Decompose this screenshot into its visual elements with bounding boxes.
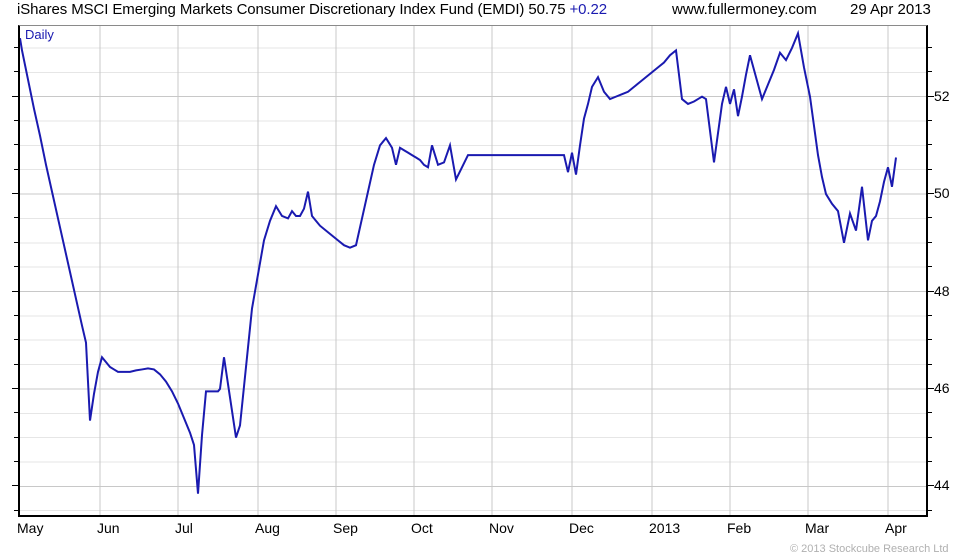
- y-axis-tick-label: 52: [934, 87, 950, 104]
- y-axis-tick-label: 44: [934, 477, 950, 494]
- y-axis-minor-tick-left: [14, 509, 18, 511]
- y-axis-tick: [928, 193, 934, 195]
- y-axis-minor-tick: [928, 168, 932, 170]
- x-axis-labels: May Jun Jul Aug Sep Oct Nov Dec 2013 Feb Mar Apr: [0, 520, 980, 542]
- y-axis-minor-tick: [928, 46, 932, 48]
- y-axis-tick-left: [12, 193, 18, 195]
- y-axis-minor-tick-left: [14, 168, 18, 170]
- chart-header: iShares MSCI Emerging Markets Consumer D…: [0, 0, 980, 22]
- x-axis-tick-label: Oct: [411, 520, 433, 536]
- price-line-series: [20, 29, 897, 494]
- y-axis-minor-tick-left: [14, 241, 18, 243]
- x-axis-tick-label: Dec: [569, 520, 594, 536]
- y-axis-minor-tick-left: [14, 144, 18, 146]
- y-axis-minor-tick: [928, 314, 932, 316]
- y-axis-tick: [928, 387, 934, 389]
- y-axis-tick-left: [12, 387, 18, 389]
- y-axis-tick: [928, 95, 934, 97]
- y-axis-minor-tick: [928, 436, 932, 438]
- y-axis-tick-label: 46: [934, 379, 950, 396]
- y-axis-minor-tick-left: [14, 436, 18, 438]
- y-axis-minor-tick: [928, 144, 932, 146]
- page-title: iShares MSCI Emerging Markets Consumer D…: [17, 1, 607, 18]
- y-axis-tick-label: 50: [934, 185, 950, 202]
- x-axis-tick-label: Jul: [175, 520, 193, 536]
- y-axis-minor-tick-left: [14, 120, 18, 121]
- x-axis-tick-label: 2013: [649, 520, 681, 536]
- x-axis-tick-label: Feb: [727, 520, 752, 536]
- y-axis-minor-tick: [928, 509, 932, 511]
- chart-date: 29 Apr 2013: [850, 1, 931, 18]
- y-axis-tick-left: [12, 485, 18, 487]
- y-axis-minor-tick-left: [14, 217, 18, 219]
- y-axis-minor-tick: [928, 217, 932, 219]
- x-axis-tick-label: Apr: [885, 520, 907, 536]
- x-axis-tick-label: Jun: [97, 520, 120, 536]
- frequency-label: Daily: [25, 27, 54, 42]
- x-axis-tick-label: Aug: [255, 520, 280, 536]
- y-axis-tick-left: [12, 95, 18, 97]
- plot-area[interactable]: Daily: [18, 25, 928, 517]
- x-axis-tick-label: Sep: [333, 520, 358, 536]
- website-link[interactable]: www.fullermoney.com: [672, 1, 817, 18]
- plot-inner: Daily: [20, 26, 926, 515]
- y-axis-minor-tick: [928, 461, 932, 462]
- y-axis-minor-tick: [928, 412, 932, 414]
- y-axis-minor-tick-left: [14, 412, 18, 414]
- y-axis-minor-tick: [928, 339, 932, 341]
- y-axis-minor-tick-left: [14, 314, 18, 316]
- y-axis-minor-tick-left: [14, 266, 18, 268]
- y-axis-minor-tick: [928, 363, 932, 365]
- y-axis-minor-tick-left: [14, 461, 18, 462]
- x-axis-tick-label: Nov: [489, 520, 514, 536]
- x-axis-tick-label: Mar: [805, 520, 830, 536]
- y-axis-labels: 44 46 48 50 52: [934, 0, 980, 560]
- y-axis-minor-tick: [928, 266, 932, 268]
- price-change: +0.22: [569, 1, 608, 18]
- x-axis-tick-label: May: [17, 520, 44, 536]
- y-axis-tick-left: [12, 290, 18, 292]
- chart-gridlines: [20, 26, 926, 515]
- y-axis-tick: [928, 485, 934, 487]
- y-axis-minor-tick: [928, 241, 932, 243]
- y-axis-minor-tick: [928, 120, 932, 121]
- y-axis-minor-tick-left: [14, 363, 18, 365]
- instrument-title: iShares MSCI Emerging Markets Consumer D…: [17, 1, 566, 18]
- y-axis-tick: [928, 290, 934, 292]
- copyright-notice: © 2013 Stockcube Research Ltd: [790, 543, 949, 555]
- y-axis-minor-tick: [928, 71, 932, 73]
- y-axis-tick-label: 48: [934, 282, 950, 299]
- y-axis-minor-tick-left: [14, 46, 18, 48]
- y-axis-minor-tick-left: [14, 339, 18, 341]
- y-axis-minor-tick-left: [14, 71, 18, 73]
